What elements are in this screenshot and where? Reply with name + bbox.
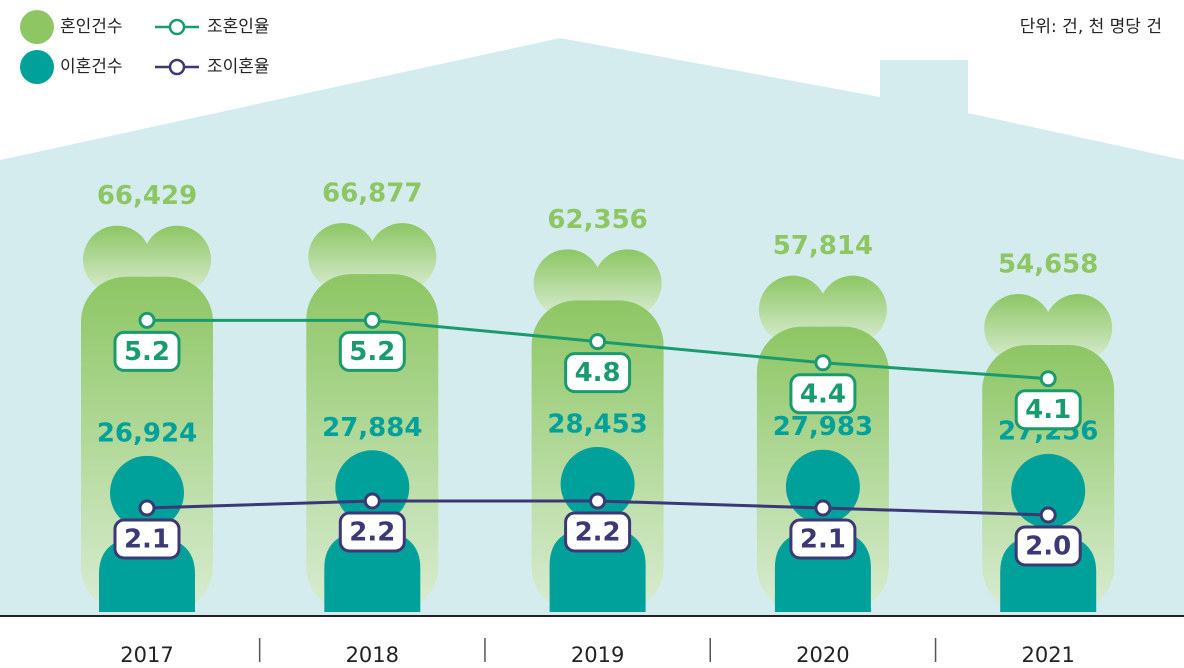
legend-marker [20,10,54,44]
data-label: 57,814 [773,231,873,261]
data-label: 27,983 [773,412,873,442]
unit-note: 단위: 건, 천 명당 건 [1020,17,1162,37]
legend-label: 조혼인율 [207,17,270,37]
legend-marker [20,50,54,84]
rate-label: 5.2 [124,337,170,367]
rate-label: 2.2 [575,518,621,548]
x-tick-label: 2017 [120,643,173,667]
rate-marker [365,313,379,327]
legend-marker [170,20,184,34]
x-tick-label: 2020 [796,643,849,667]
rate-marker [1041,508,1055,522]
x-tick-label: 2018 [346,643,399,667]
legend-label: 조이혼율 [207,57,270,77]
rate-label: 4.8 [575,358,621,388]
rate-label: 4.4 [800,379,846,409]
rate-marker [1041,372,1055,386]
data-label: 66,877 [322,179,422,209]
rate-label: 2.1 [124,525,170,555]
data-label: 28,453 [547,409,647,439]
rate-label: 2.0 [1025,532,1071,562]
chart: 단위: 건, 천 명당 건 66,429 66,877 62,356 57,814 54… [0,0,1184,668]
rate-label: 4.1 [1025,395,1071,425]
figure-head [561,447,635,521]
data-label: 62,356 [547,205,647,235]
data-label: 27,884 [322,413,422,443]
rate-label: 2.1 [800,525,846,555]
rate-label: 5.2 [349,337,395,367]
legend-label: 혼인건수 [60,17,123,37]
rate-marker [816,501,830,515]
rate-marker [365,494,379,508]
rate-marker [140,501,154,515]
rate-marker [591,335,605,349]
rate-marker [591,494,605,508]
rate-label: 2.2 [349,518,395,548]
rate-marker [816,356,830,370]
x-tick-label: 2021 [1021,643,1074,667]
legend-marker [170,60,184,74]
data-label: 66,429 [97,181,197,211]
x-tick-label: 2019 [571,643,624,667]
data-label: 54,658 [998,249,1098,279]
data-label: 26,924 [97,418,197,448]
rate-marker [140,313,154,327]
legend-label: 이혼건수 [60,57,123,77]
